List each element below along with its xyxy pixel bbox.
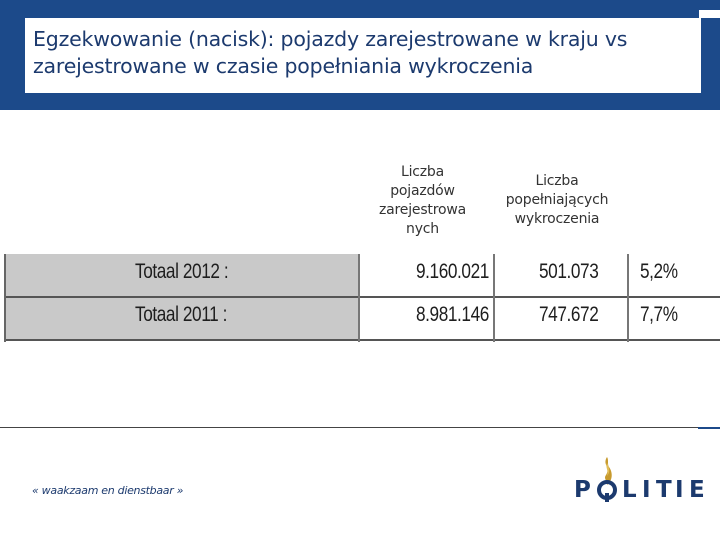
column-separator	[358, 254, 360, 342]
column-separator	[493, 254, 495, 342]
percent-value: 5,2%	[640, 260, 678, 283]
offenders-value: 747.672	[539, 303, 599, 326]
logo-letter: I	[675, 477, 684, 503]
logo-letter: I	[642, 477, 651, 503]
logo-letter: L	[622, 477, 637, 503]
registered-value: 9.160.021	[416, 260, 489, 283]
logo-letter: E	[689, 477, 705, 503]
percent-value: 7,7%	[640, 303, 678, 326]
column-header-registered: Liczba pojazdów zarejestrowa nych	[379, 164, 466, 237]
table-row-label-bg	[6, 298, 358, 340]
logo-letter: T	[656, 477, 672, 503]
slogan: « waakzaam en dienstbaar »	[32, 484, 184, 497]
row-label: Totaal 2012 :	[135, 260, 229, 283]
politie-logo: P L I T I E	[574, 455, 706, 505]
data-table: Totaal 2012 : 9.160.021 501.073 5,2% Tot…	[4, 254, 720, 342]
header-accent	[699, 10, 720, 18]
row-separator	[6, 296, 720, 298]
offenders-value: 501.073	[539, 260, 599, 283]
footer-divider	[0, 427, 720, 428]
slide-title: Egzekwowanie (nacisk): pojazdy zarejestr…	[25, 18, 701, 93]
police-flame-emblem-icon	[597, 457, 617, 502]
footer-divider-accent	[698, 427, 720, 429]
column-separator	[627, 254, 629, 342]
registered-value: 8.981.146	[416, 303, 489, 326]
table-border-left	[4, 254, 6, 342]
column-header-offenders: Liczba popełniających wykroczenia	[505, 173, 609, 227]
table-row-label-bg	[6, 254, 358, 296]
row-label: Totaal 2011 :	[135, 303, 228, 326]
logo-letter: P	[574, 477, 591, 503]
row-separator	[6, 339, 720, 341]
